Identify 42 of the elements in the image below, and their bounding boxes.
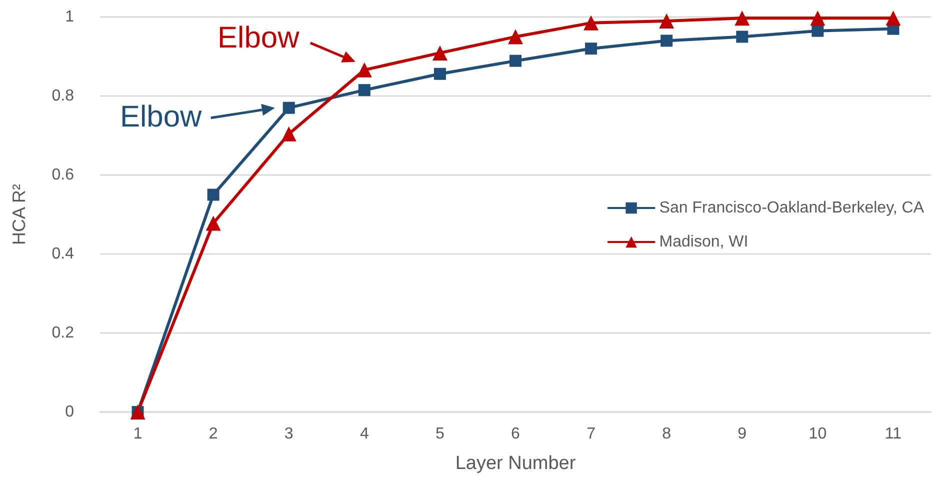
annotation: Elbow xyxy=(120,100,202,134)
point xyxy=(281,126,296,142)
point xyxy=(812,24,824,37)
point xyxy=(508,29,523,44)
x-tick-label: 4 xyxy=(360,426,369,442)
point xyxy=(660,34,673,47)
x-tick-label: 6 xyxy=(511,426,520,442)
x-tick-label: 8 xyxy=(662,426,672,442)
point xyxy=(736,30,748,43)
y-tick-label: 0.2 xyxy=(52,324,74,342)
x-axis-title: Layer Number xyxy=(455,453,576,474)
y-tick-label: 0.6 xyxy=(52,166,74,184)
x-tick-label: 2 xyxy=(208,426,218,442)
legend-label: San Francisco-Oakland-Berkeley, CA xyxy=(659,200,924,216)
y-tick-label: 0.8 xyxy=(52,88,74,104)
point xyxy=(585,42,598,55)
point xyxy=(356,62,372,78)
legend-label: Madison, WI xyxy=(659,234,748,250)
x-tick-label: 1 xyxy=(133,426,142,442)
point xyxy=(434,68,446,80)
y-tick-label: 1 xyxy=(65,8,74,26)
x-tick-label: 11 xyxy=(884,426,902,442)
point xyxy=(886,10,901,26)
y-tick-label: 0.4 xyxy=(52,246,74,262)
x-tick-label: 10 xyxy=(808,426,827,442)
point xyxy=(432,45,448,60)
point xyxy=(734,10,750,26)
point xyxy=(358,84,370,96)
x-tick-label: 7 xyxy=(586,426,596,442)
x-tick-label: 5 xyxy=(436,426,444,442)
annotation: Elbow xyxy=(218,21,300,54)
point xyxy=(207,188,220,201)
x-tick-label: 3 xyxy=(284,426,294,442)
x-tick-label: 9 xyxy=(738,426,747,442)
point xyxy=(282,102,295,114)
y-tick-label: 0 xyxy=(65,404,74,420)
point xyxy=(584,15,599,30)
point xyxy=(206,216,221,231)
y-axis-title: HCA R² xyxy=(9,184,29,246)
point xyxy=(810,10,826,26)
point xyxy=(510,54,522,67)
point xyxy=(659,13,674,28)
